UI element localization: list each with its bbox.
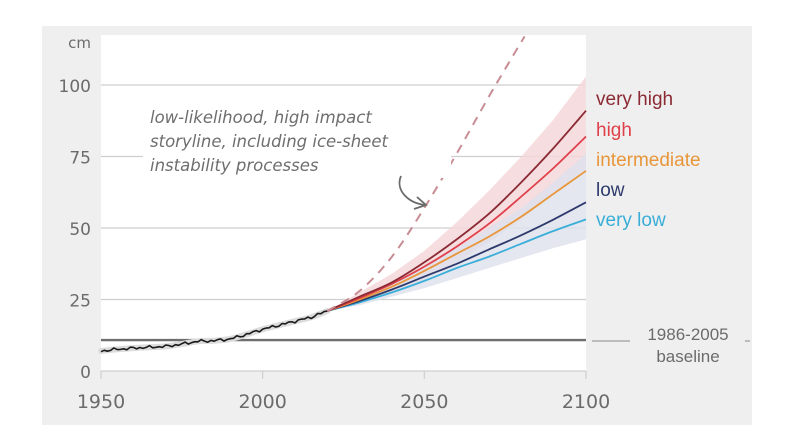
y-axis-unit-label: cm [68,34,91,52]
y-tick-label-50: 50 [69,220,91,240]
annotation-background [143,104,451,178]
y-tick-label-25: 25 [69,292,91,312]
uncertainty-bands [327,76,586,311]
legend-label-intermediate: intermediate [596,150,701,171]
x-tick-label-2000: 2000 [238,391,286,413]
legend-label-high: high [596,120,632,141]
x-tick-label-2050: 2050 [400,391,448,413]
annotation-arrow [398,175,426,206]
y-axis-ticks: 0 25 50 75 100 [59,77,91,383]
historical-line [100,310,328,353]
storyline-layer [326,35,526,312]
x-tick-label-1950: 1950 [77,391,125,413]
legend-label-very-high: very high [596,89,673,110]
annotation-line-1: low-likelihood, high impact [150,108,372,127]
legend-label-low: low [596,180,625,201]
storyline-dashed-line [326,35,526,312]
y-tick-label-75: 75 [69,149,91,169]
y-tick-label-100: 100 [59,77,91,97]
historical-layer [98,307,331,354]
baseline-label-line-2: baseline [656,347,719,366]
annotation-arrowhead [413,196,428,210]
series-line-very-low [327,218,587,312]
x-axis-ticks: 1950 2000 2050 2100 [77,371,610,413]
baseline-label-line-1: 1986-2005 [647,325,728,344]
legend: very high high intermediate low very low [596,89,701,231]
series-line-low [327,201,587,312]
scenario-lines [326,110,587,312]
series-line-intermediate [327,170,587,312]
annotation-line-2: storyline, including ice-sheet [150,132,388,151]
series-line-high [326,135,587,312]
legend-label-very-low: very low [596,210,666,231]
y-tick-label-0: 0 [80,363,91,383]
band-0 [327,76,586,311]
x-tick-label-2100: 2100 [562,391,610,413]
annotation-line-3: instability processes [150,156,319,175]
band-1 [327,153,586,311]
series-line-very-high [326,110,587,312]
